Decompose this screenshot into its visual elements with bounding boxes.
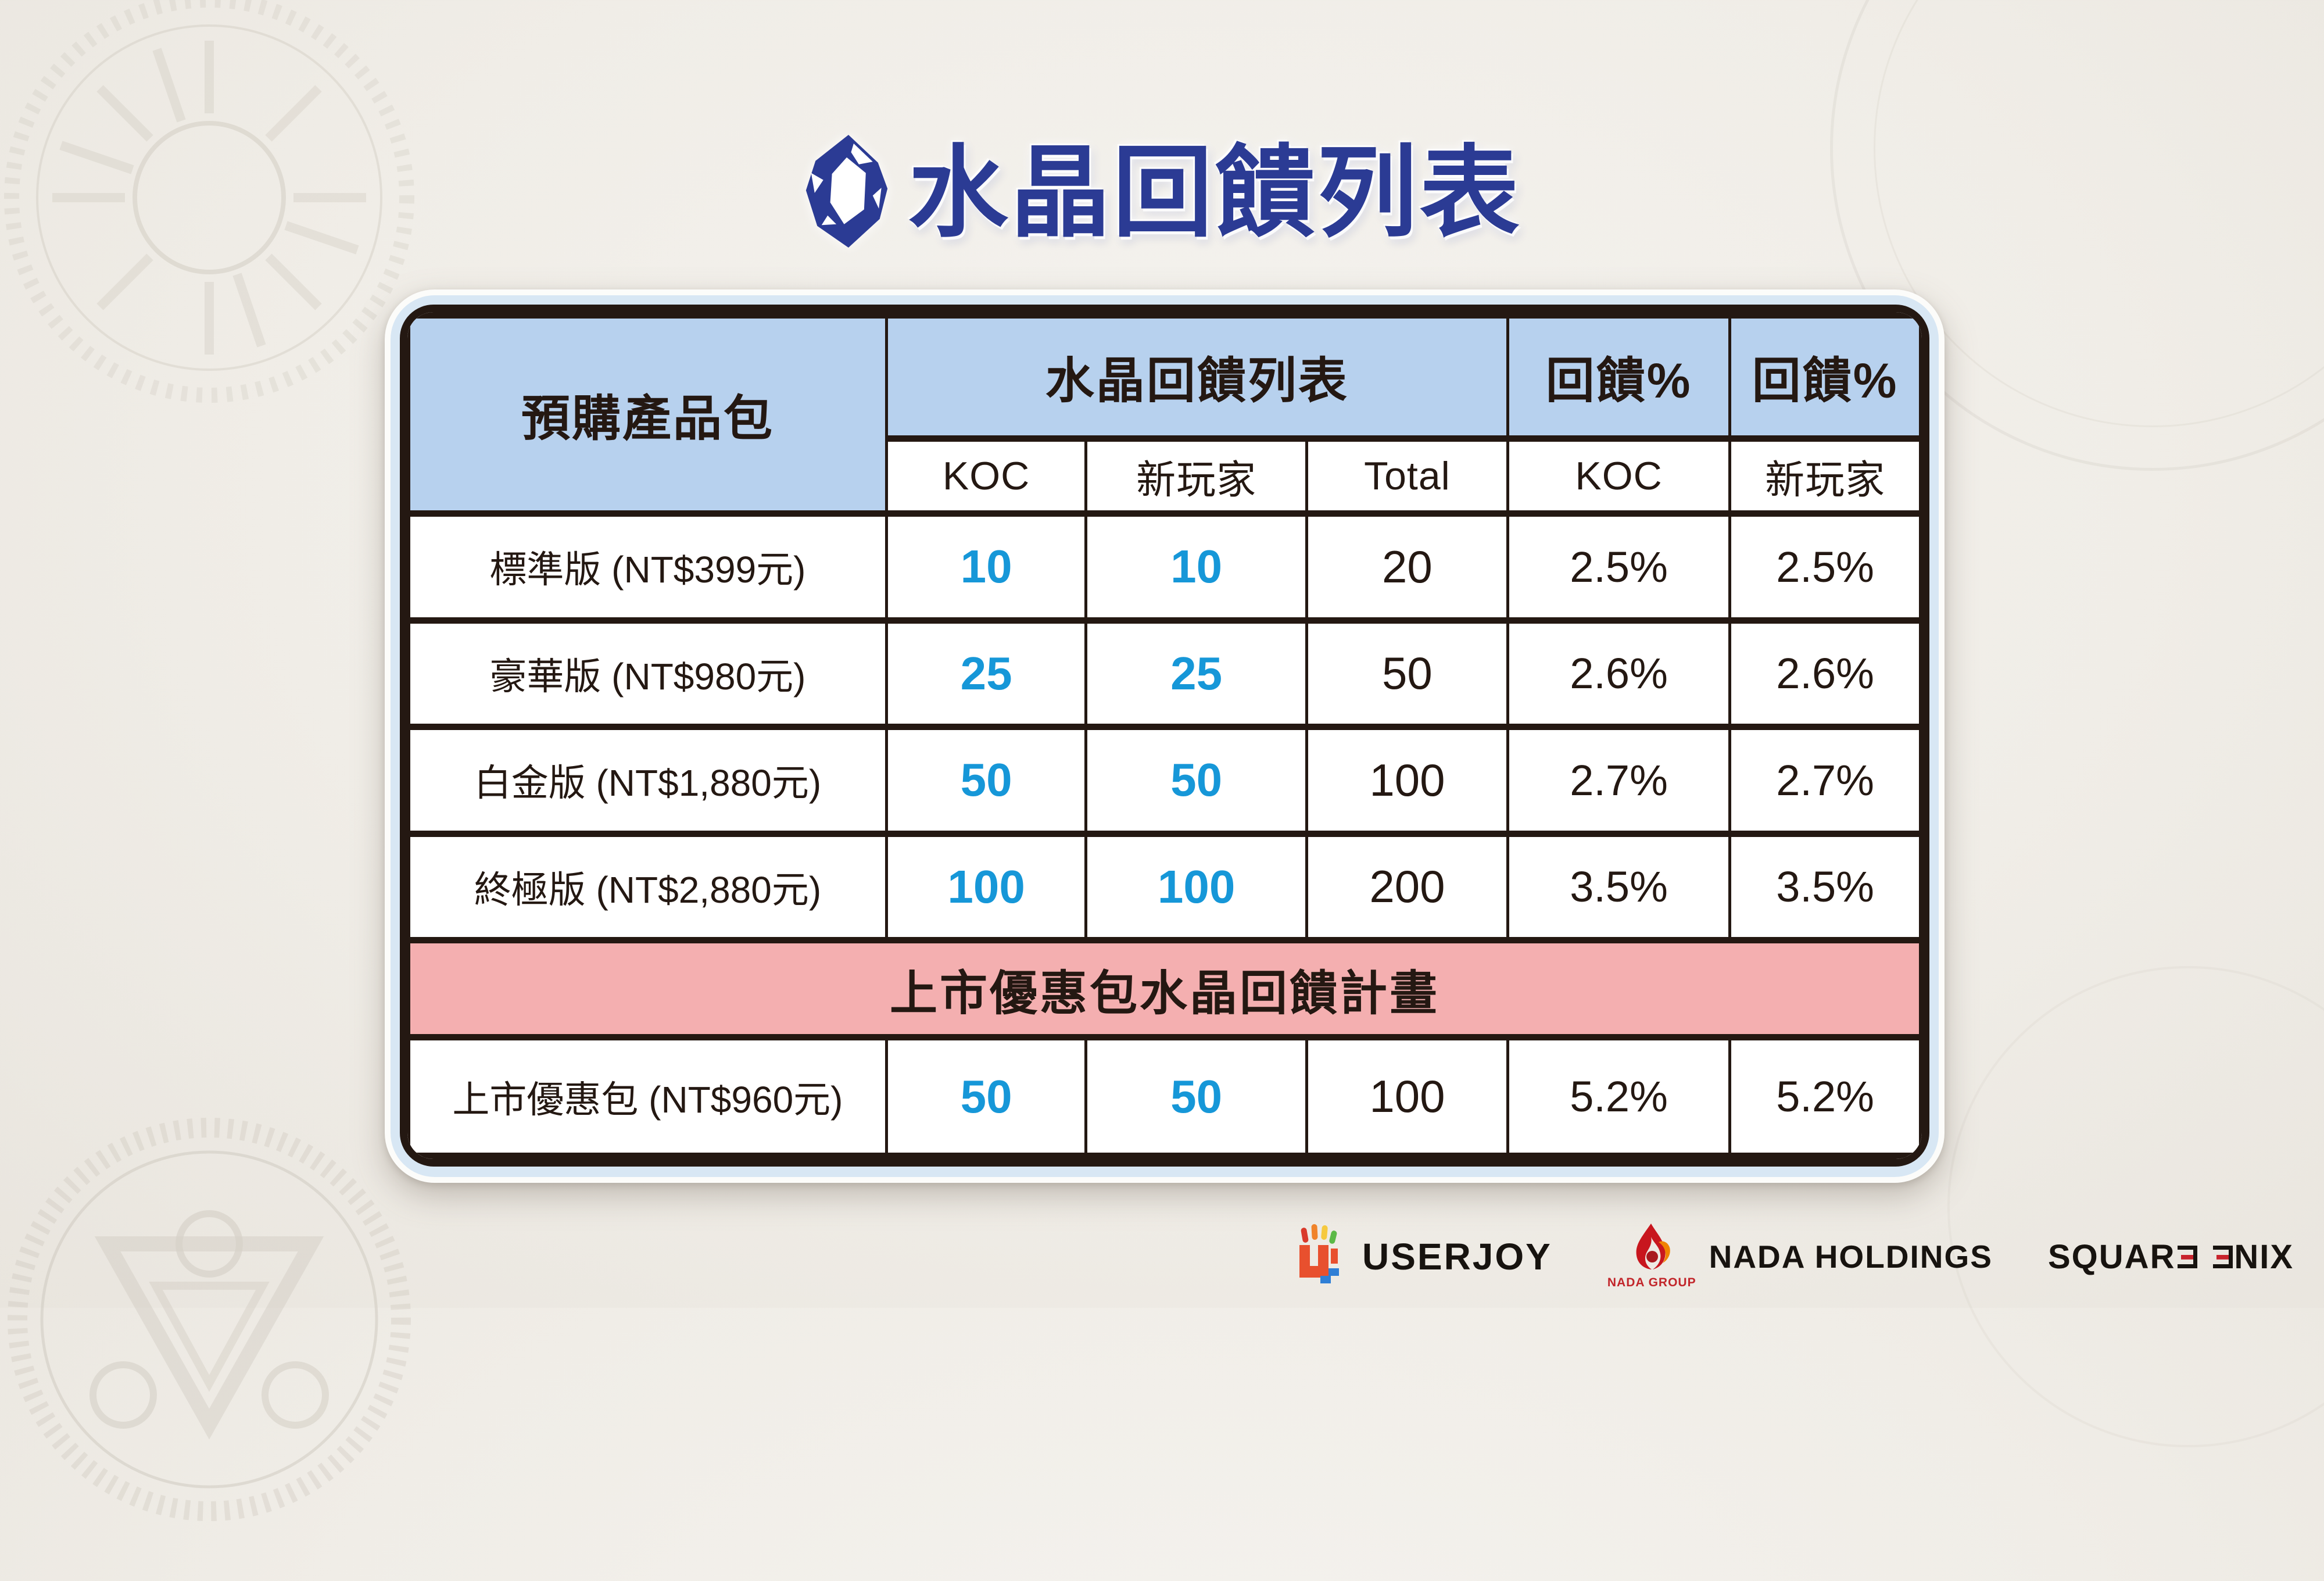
product-cell: 終極版 (NT$2,880元) <box>407 830 888 944</box>
product-header-cell: 預購產品包 <box>407 312 888 517</box>
table-row-deluxe: 豪華版 (NT$980元) 25 25 50 2.6% 2.6% <box>407 617 1922 731</box>
product-cell: 豪華版 (NT$980元) <box>407 617 888 731</box>
subheader-new-player: 新玩家 <box>1084 435 1308 517</box>
rebate-table-frame: 預購產品包 水晶回饋列表 回饋% 回饋% KOC 新玩家 Total KOC 新… <box>400 305 1929 1167</box>
total-cell: 50 <box>1305 617 1509 731</box>
pct-koc-cell: 2.6% <box>1506 617 1732 731</box>
nada-group-caption: NADA GROUP <box>1607 1276 1696 1289</box>
table-row-standard: 標準版 (NT$399元) 10 10 20 2.5% 2.5% <box>407 510 1922 624</box>
userjoy-logo: USERJOY <box>1294 1223 1552 1290</box>
koc-cell: 100 <box>885 830 1088 944</box>
pct-new-cell: 2.5% <box>1728 510 1922 624</box>
page-title-row: 水晶回饋列表 <box>0 135 2324 253</box>
pct-new-cell: 3.5% <box>1728 830 1922 944</box>
table-row-ultimate: 終極版 (NT$2,880元) 100 100 200 3.5% 3.5% <box>407 830 1922 944</box>
page-title: 水晶回饋列表 <box>908 139 1522 249</box>
subheader-total: Total <box>1305 435 1509 517</box>
square-enix-wordmark-part1: SQUAR <box>2048 1237 2176 1276</box>
crystal-icon <box>805 135 887 248</box>
new-player-cell: 100 <box>1084 830 1308 944</box>
koc-cell: 50 <box>885 724 1088 837</box>
pct-new-cell: 2.7% <box>1728 724 1922 837</box>
subheader-pct-koc: KOC <box>1506 435 1732 517</box>
pct-koc-header-cell: 回饋% <box>1506 312 1732 442</box>
corner-swirl-ornament-2 <box>1947 966 2324 1447</box>
square-enix-logo: SQUAR NIX <box>2048 1237 2294 1276</box>
koc-cell: 10 <box>885 510 1088 624</box>
footer-logos: USERJOY NADA GROUP NADA HOLDINGS SQUAR NI… <box>1294 1223 2294 1290</box>
slide: 水晶回饋列表 預購產品包 水晶回饋列表 回饋% 回饋% KOC <box>0 0 2324 1521</box>
total-cell: 100 <box>1305 1034 1509 1159</box>
total-cell: 100 <box>1305 724 1509 837</box>
total-cell: 200 <box>1305 830 1509 944</box>
square-enix-letter-e-icon <box>2213 1245 2233 1269</box>
group-header-cell: 水晶回饋列表 <box>885 312 1509 442</box>
pct-koc-cell: 3.5% <box>1506 830 1732 944</box>
total-cell: 20 <box>1305 510 1509 624</box>
table-row-launch-pack: 上市優惠包 (NT$960元) 50 50 100 5.2% 5.2% <box>407 1034 1922 1159</box>
koc-cell: 50 <box>885 1034 1088 1159</box>
koc-cell: 25 <box>885 617 1088 731</box>
launch-banner-cell: 上市優惠包水晶回饋計畫 <box>407 936 1922 1041</box>
pct-new-cell: 2.6% <box>1728 617 1922 731</box>
header-row: 預購產品包 水晶回饋列表 回饋% 回饋% <box>407 312 1922 517</box>
nada-holdings-logo: NADA GROUP NADA HOLDINGS <box>1607 1224 1993 1290</box>
product-cell: 白金版 (NT$1,880元) <box>407 724 888 837</box>
userjoy-icon <box>1299 1224 1339 1283</box>
launch-banner-row: 上市優惠包水晶回饋計畫 <box>407 936 1922 1041</box>
subheader-koc: KOC <box>885 435 1088 517</box>
product-cell: 上市優惠包 (NT$960元) <box>407 1034 888 1159</box>
subheader-row: KOC 新玩家 Total KOC 新玩家 <box>409 435 1922 517</box>
table-row-platinum: 白金版 (NT$1,880元) 50 50 100 2.7% 2.7% <box>407 724 1922 837</box>
new-player-cell: 50 <box>1084 724 1308 837</box>
pct-new-cell: 5.2% <box>1728 1034 1922 1159</box>
new-player-cell: 10 <box>1084 510 1308 624</box>
pct-koc-cell: 2.7% <box>1506 724 1732 837</box>
new-player-cell: 25 <box>1084 617 1308 731</box>
table-card: 預購產品包 水晶回饋列表 回饋% 回饋% KOC 新玩家 Total KOC 新… <box>385 289 1945 1183</box>
subheader-pct-new: 新玩家 <box>1728 435 1922 517</box>
nada-holdings-wordmark: NADA HOLDINGS <box>1709 1239 1993 1275</box>
new-player-cell: 50 <box>1084 1034 1308 1159</box>
userjoy-wordmark: USERJOY <box>1362 1236 1552 1278</box>
square-enix-wordmark-part2: NIX <box>2234 1237 2294 1276</box>
pct-koc-cell: 5.2% <box>1506 1034 1732 1159</box>
rebate-table: 預購產品包 水晶回饋列表 回饋% 回饋% KOC 新玩家 Total KOC 新… <box>407 312 1922 1159</box>
pct-koc-cell: 2.5% <box>1506 510 1732 624</box>
nada-flame-icon <box>1636 1224 1670 1269</box>
pct-new-header-cell: 回饋% <box>1728 312 1922 442</box>
product-cell: 標準版 (NT$399元) <box>407 510 888 624</box>
square-enix-letter-e-icon <box>2177 1245 2197 1269</box>
